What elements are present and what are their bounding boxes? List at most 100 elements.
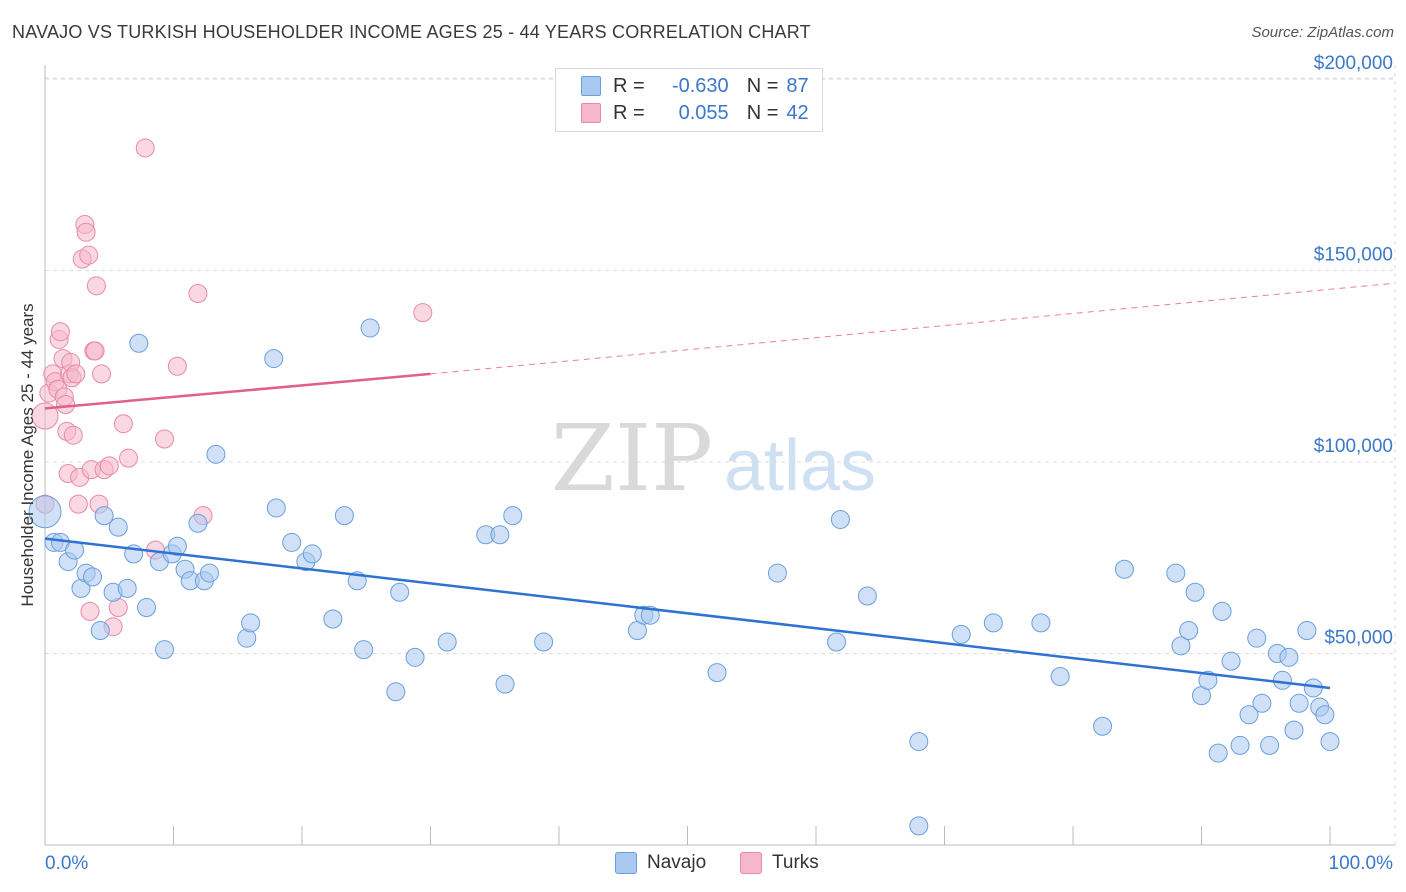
navajo-point <box>390 582 410 602</box>
turks-trend-line <box>44 372 431 410</box>
turks-point <box>135 138 155 158</box>
turks-point <box>86 276 106 296</box>
navajo-point <box>354 640 374 660</box>
navajo-point <box>386 682 406 702</box>
watermark-zip: ZIP <box>551 405 713 512</box>
legend-label-turks: Turks <box>772 852 819 873</box>
navajo-point <box>1272 670 1292 690</box>
navajo-point <box>90 621 110 641</box>
turks-point <box>79 245 99 265</box>
legend-item-navajo: Navajo <box>615 852 706 874</box>
navajo-stat-row: R = -0.630 N = 87 <box>581 74 809 98</box>
navajo-point <box>360 318 380 338</box>
navajo-point <box>1166 563 1186 583</box>
turks-n-value: 42 <box>786 101 809 124</box>
turks-swatch <box>581 103 601 123</box>
navajo-point <box>1031 613 1051 633</box>
gridlines <box>45 65 1396 845</box>
navajo-point <box>1230 735 1250 755</box>
correlation-stats-box: R = -0.630 N = 87 R = 0.055 N = 42 <box>555 68 823 132</box>
navajo-point <box>1320 732 1340 752</box>
navajo-point <box>1179 621 1199 641</box>
turks-point <box>66 364 86 384</box>
navajo-point <box>1252 693 1272 713</box>
axes <box>44 65 1395 846</box>
turks-point <box>80 601 100 621</box>
navajo-point <box>199 563 219 583</box>
tick-labels: $50,000 $100,000 $150,000 $200,000 0.0% 100.0… <box>45 53 1393 874</box>
y-tick-label: $200,000 <box>1314 53 1393 74</box>
y-tick-label: $150,000 <box>1314 245 1393 266</box>
navajo-r-value: -0.630 <box>671 74 729 97</box>
navajo-point <box>830 509 850 529</box>
navajo-point <box>1221 651 1241 671</box>
turks-point <box>85 341 105 361</box>
navajo-point <box>167 536 187 556</box>
turks-point <box>68 494 88 514</box>
turks-point <box>188 283 208 303</box>
turks-point <box>119 448 139 468</box>
navajo-point <box>983 613 1003 633</box>
turks-point <box>50 322 70 342</box>
turks-point <box>155 429 175 449</box>
turks-r-label: R = <box>613 101 645 124</box>
legend-label-navajo: Navajo <box>647 852 707 873</box>
navajo-point <box>1114 559 1134 579</box>
navajo-point <box>1279 647 1299 667</box>
navajo-point <box>323 609 343 629</box>
navajo-swatch <box>581 76 601 96</box>
navajo-point <box>437 632 457 652</box>
navajo-point <box>129 333 149 353</box>
navajo-point <box>282 532 302 552</box>
navajo-point <box>490 525 510 545</box>
navajo-point <box>83 567 103 587</box>
x-tick-label-max: 100.0% <box>1329 853 1394 874</box>
navajo-point <box>302 544 322 564</box>
navajo-point <box>206 444 226 464</box>
source-credit: Source: ZipAtlas.com <box>1251 24 1394 41</box>
turks-point <box>167 356 187 376</box>
navajo-point <box>28 495 62 529</box>
navajo-point <box>827 632 847 652</box>
navajo-n-label: N = <box>746 74 779 97</box>
navajo-point <box>405 647 425 667</box>
navajo-point <box>857 586 877 606</box>
navajo-point <box>495 674 515 694</box>
navajo-point <box>1208 743 1228 763</box>
turks-point <box>92 364 112 384</box>
navajo-point <box>951 624 971 644</box>
turks-point <box>99 456 119 476</box>
navajo-series <box>28 318 1340 836</box>
navajo-point <box>155 640 175 660</box>
navajo-point <box>909 732 929 752</box>
navajo-point <box>909 816 929 836</box>
navajo-point <box>1212 601 1232 621</box>
navajo-point <box>1171 636 1191 656</box>
legend-item-turks: Turks <box>740 852 819 874</box>
chart-legend: Navajo Turks <box>0 852 1406 878</box>
turks-r-value: 0.055 <box>678 101 729 124</box>
legend-swatch-turks <box>740 852 762 874</box>
navajo-point <box>94 506 114 526</box>
navajo-point <box>1260 735 1280 755</box>
navajo-point <box>241 613 261 633</box>
chart-title: NAVAJO VS TURKISH HOUSEHOLDER INCOME AGE… <box>12 22 811 42</box>
turks-n-label: N = <box>746 101 779 124</box>
y-axis-title: Householder Income Ages 25 - 44 years <box>18 303 37 607</box>
navajo-point <box>264 349 284 369</box>
navajo-r-label: R = <box>613 74 645 97</box>
turks-point <box>31 402 59 430</box>
legend-swatch-navajo <box>615 852 637 874</box>
navajo-point <box>117 578 137 598</box>
trend-lines <box>44 283 1391 690</box>
turks-point <box>76 222 96 242</box>
watermark: ZIP atlas <box>551 405 876 512</box>
navajo-point <box>1315 705 1335 725</box>
navajo-point <box>707 663 727 683</box>
navajo-point <box>266 498 286 518</box>
turks-point <box>63 425 83 445</box>
navajo-point <box>334 506 354 526</box>
navajo-point <box>188 513 208 533</box>
x-tick-label-min: 0.0% <box>45 853 88 874</box>
navajo-point <box>767 563 787 583</box>
